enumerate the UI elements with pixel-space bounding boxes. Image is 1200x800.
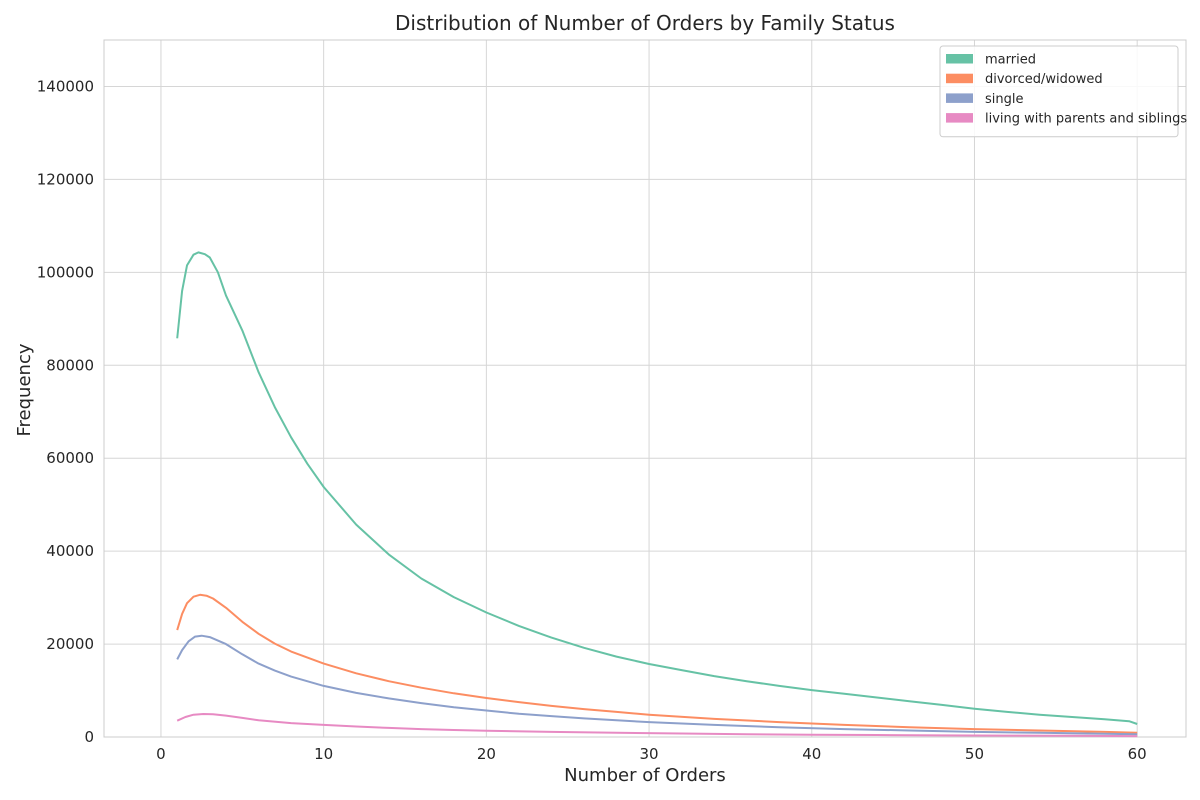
legend-box: [939, 45, 1179, 138]
x-axis-label: Number of Orders: [564, 765, 726, 786]
x-tick-label: 40: [802, 745, 821, 763]
series-layer: [176, 251, 1138, 738]
x-tick-label: 60: [1128, 745, 1147, 763]
chart-title: Distribution of Number of Orders by Fami…: [395, 11, 895, 35]
x-tick-label: 20: [477, 745, 496, 763]
x-tick-label: 10: [314, 745, 333, 763]
legend-swatch: [946, 93, 973, 103]
legend-swatch: [946, 54, 973, 64]
x-tick-label: 0: [156, 745, 166, 763]
y-tick-label: 40000: [46, 542, 94, 560]
x-tick-label: 50: [965, 745, 984, 763]
x-tick-label: 30: [640, 745, 659, 763]
y-tick-label: 80000: [46, 356, 94, 374]
tick-label-layer: 0 10 20 30 40 50 60 0 20000 40000 60000 80000 100000…: [37, 77, 1147, 763]
series-line-1: [176, 593, 1138, 734]
y-tick-label: 120000: [37, 170, 94, 188]
plot-area-frame: [103, 39, 1187, 738]
legend-swatch: [946, 113, 973, 123]
y-tick-label: 60000: [46, 449, 94, 467]
legend-label: single: [985, 92, 1024, 107]
y-tick-label: 20000: [46, 635, 94, 653]
y-tick-label: 100000: [37, 263, 94, 281]
y-axis-label: Frequency: [14, 343, 35, 436]
legend-label: living with parents and siblings: [985, 112, 1187, 127]
legend-label: married: [985, 53, 1036, 68]
y-tick-label: 140000: [37, 77, 94, 95]
legend-label: divorced/widowed: [985, 72, 1103, 87]
series-line-2: [176, 634, 1138, 736]
legend: married divorced/widowed single living with…: [939, 45, 1187, 138]
y-tick-label: 0: [84, 728, 94, 746]
legend-swatch: [946, 73, 973, 84]
series-line-3: [176, 713, 1138, 738]
series-line-0: [176, 251, 1138, 725]
